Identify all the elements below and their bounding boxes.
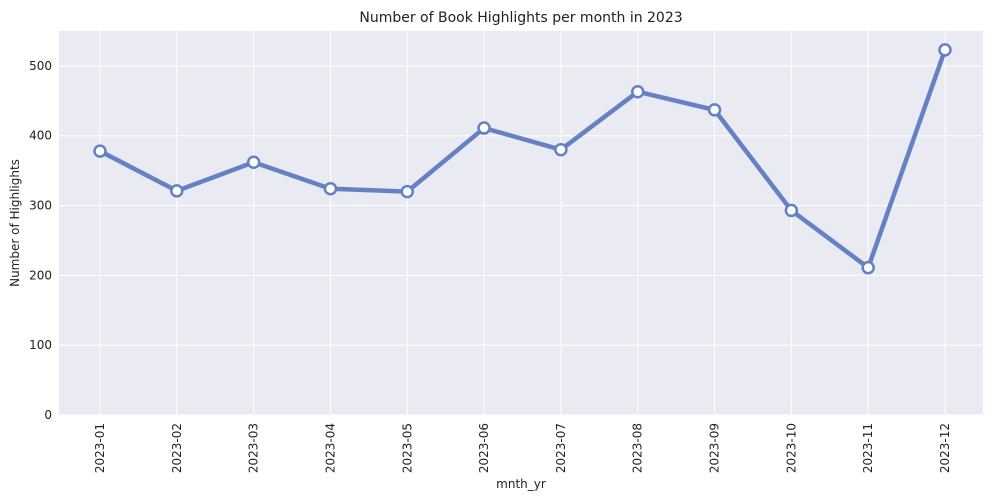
x-tick-label: 2023-01 (93, 423, 107, 473)
x-tick-label: 2023-06 (477, 423, 491, 473)
x-axis-ticks: 2023-01 2023-02 2023-03 2023-04 2023-05 2023-… (93, 423, 952, 473)
y-tick-label: 100 (29, 338, 52, 352)
data-point-marker (323, 182, 338, 196)
y-tick-label: 0 (44, 408, 52, 422)
data-point-marker (554, 142, 568, 157)
x-tick-label: 2023-11 (861, 423, 875, 473)
y-axis-label: Number of Highlights (8, 159, 22, 287)
x-tick-label: 2023-10 (784, 423, 798, 473)
data-point-marker (707, 103, 722, 117)
x-tick-label: 2023-04 (323, 423, 337, 473)
chart-title: Number of Book Highlights per month in 2… (359, 10, 682, 26)
x-tick-label: 2023-03 (247, 423, 261, 473)
x-tick-label: 2023-02 (170, 423, 184, 473)
x-tick-label: 2023-07 (554, 423, 568, 473)
data-point-marker (246, 155, 261, 170)
x-tick-label: 2023-08 (631, 423, 645, 473)
grid (59, 31, 983, 416)
y-tick-label: 400 (29, 129, 52, 143)
series-line (98, 49, 948, 270)
plot-area (59, 31, 983, 415)
data-point-marker (93, 144, 107, 158)
y-tick-label: 300 (29, 199, 52, 213)
x-tick-label: 2023-12 (938, 423, 952, 473)
data-point-marker (861, 260, 875, 275)
y-tick-label: 500 (29, 59, 52, 73)
data-point-marker (630, 84, 645, 99)
data-point-marker (477, 121, 491, 135)
data-point-marker (938, 43, 952, 57)
data-point-marker (400, 184, 415, 199)
series-layer (93, 43, 952, 275)
y-axis-ticks: 0 100 200 300 400 500 (29, 59, 52, 422)
x-axis-label: mnth_yr (496, 477, 546, 491)
data-point-marker (784, 203, 799, 218)
data-point-marker (170, 184, 184, 198)
x-tick-label: 2023-09 (708, 423, 722, 473)
y-tick-label: 200 (29, 268, 52, 282)
x-tick-label: 2023-05 (400, 423, 414, 473)
